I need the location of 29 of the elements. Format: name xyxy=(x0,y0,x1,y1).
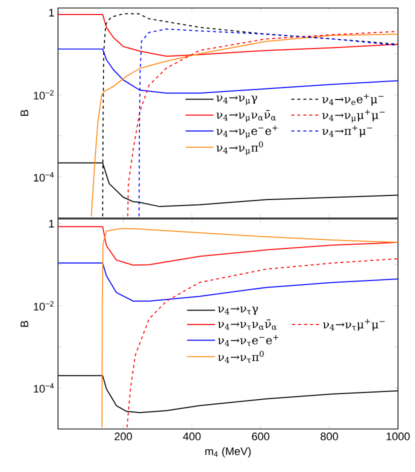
y-tick-label: 10$^{−4}$ xyxy=(34,172,54,182)
x-tick-label: 600 xyxy=(252,432,270,440)
y-tick-label: 10$^{−2}$ xyxy=(34,90,54,100)
x-axis-title: m$_{4}$ (MeV) xyxy=(205,447,251,458)
y-tick-label: 1 xyxy=(49,220,54,228)
y-axis-title: B xyxy=(20,110,28,116)
x-tick-label: 800 xyxy=(320,432,338,440)
legend-label: ν$_{4}$→ν$_{τ}$e$^{−}$e$^{+}$ xyxy=(218,334,278,346)
legend-label: ν$_{4}$→π$^{+}$μ$^{−}$ xyxy=(322,126,372,138)
legend-label: ν$_{4}$→ν$_{e}$e$^{+}$μ$^{−}$ xyxy=(322,94,384,106)
legend-label: ν$_{4}$→ν$_{τ}$ν$_{α}$ν̄$_{α}$ xyxy=(218,319,277,330)
legend-label: ν$_{4}$→ν$_{μ}$π$^{0}$ xyxy=(216,141,263,156)
legend-label: ν$_{4}$→ν$_{μ}$μ$^{+}$μ$^{−}$ xyxy=(322,110,385,123)
legend-label: ν$_{4}$→ν$_{μ}$γ xyxy=(216,95,258,106)
line-series xyxy=(101,228,398,428)
x-tick-label: 1000 xyxy=(386,432,410,440)
legend-label: ν$_{4}$→ν$_{τ}$π$^{0}$ xyxy=(218,350,264,363)
legend-label: ν$_{4}$→ν$_{μ}$ν$_{α}$ν̄$_{α}$ xyxy=(216,110,276,122)
legend-label: ν$_{4}$→ν$_{τ}$μ$^{+}$μ$^{−}$ xyxy=(323,319,385,331)
legend-label: ν$_{4}$→ν$_{τ}$γ xyxy=(218,306,258,315)
y-tick-label: 1 xyxy=(49,8,54,16)
y-axis-title: B xyxy=(20,320,28,327)
line-series xyxy=(58,262,398,302)
x-tick-label: 400 xyxy=(183,432,201,440)
legend-label: ν$_{4}$→ν$_{μ}$e$^{−}$e$^{+}$ xyxy=(216,126,278,138)
y-tick-label: 10$^{−2}$ xyxy=(34,301,54,311)
x-tick-label: 200 xyxy=(114,432,132,440)
y-tick-label: 10$^{−4}$ xyxy=(34,383,54,393)
line-series xyxy=(126,258,398,428)
